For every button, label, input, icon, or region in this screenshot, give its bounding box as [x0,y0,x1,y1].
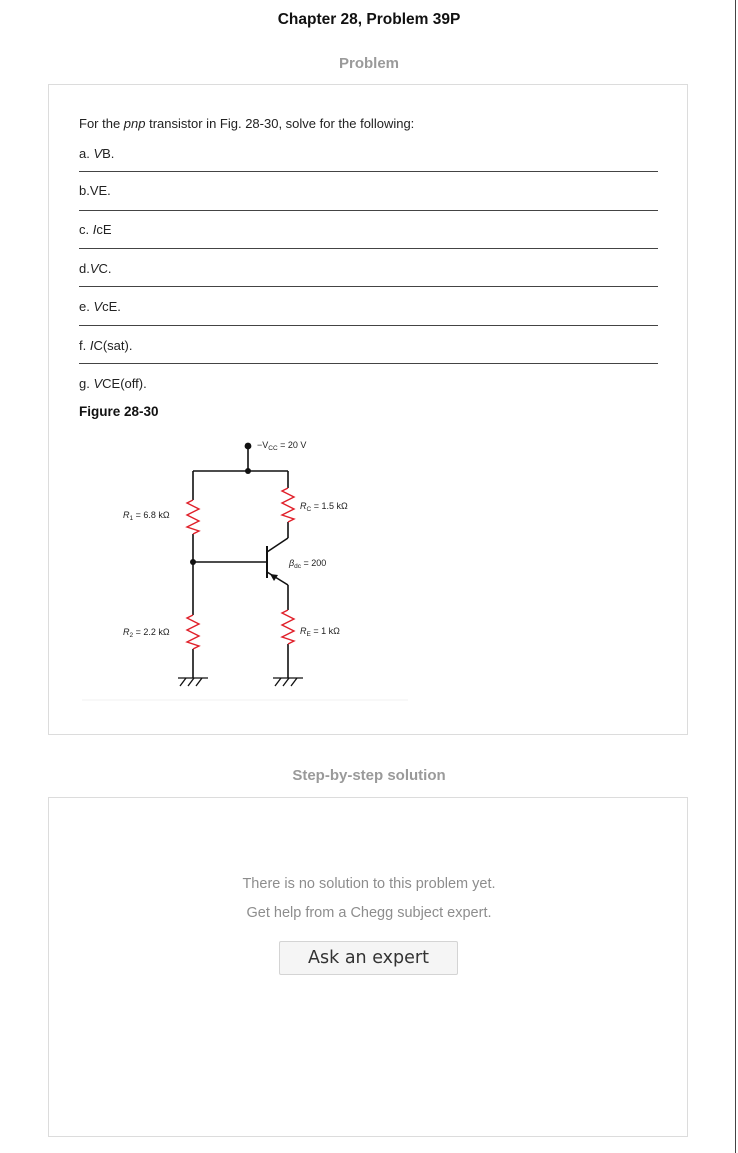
no-solution-message: There is no solution to this problem yet… [242,876,496,892]
question-item-a: a. VB. [79,146,114,161]
item-em: I [92,222,97,237]
answer-line [79,363,658,364]
item-rest: B. [102,146,115,161]
rc-resistor [280,487,296,523]
figure-title: Figure 28-30 [79,404,159,419]
beta-label: βdc = 200 [288,558,326,570]
rc-label: RC = 1.5 kΩ [300,501,348,513]
item-prefix: d. [79,261,90,276]
item-rest: cE. [102,299,121,314]
re-resistor [280,609,296,645]
ask-expert-button[interactable]: Ask an expert [279,941,458,975]
item-em: V [89,261,99,276]
problem-intro-em: pnp [123,116,146,131]
answer-line [79,210,658,211]
page-title: Chapter 28, Problem 39P [277,11,461,28]
r2-label: R2 = 2.2 kΩ [123,627,170,639]
ground-icon [273,677,303,687]
item-rest: C(sat). [93,338,133,353]
problem-panel [48,84,688,735]
question-item-b: b.VE. [79,183,111,198]
expert-help-message: Get help from a Chegg subject expert. [246,905,492,921]
item-rest: VE. [89,183,111,198]
circuit-wires [192,447,289,678]
item-prefix: f. [79,338,90,353]
junction-dot [190,559,196,565]
answer-line [79,286,658,287]
item-em: I [89,338,94,353]
ground-icon [178,677,208,687]
r1-label: R1 = 6.8 kΩ [123,510,170,522]
item-em: V [93,146,103,161]
vcc-label: −VCC = 20 V [257,440,306,452]
item-prefix: a. [79,146,94,161]
re-label: RE = 1 kΩ [300,626,340,638]
r1-resistor [185,499,201,535]
item-prefix: b. [79,183,90,198]
junction-dot [245,468,251,474]
problem-heading: Problem [338,55,399,72]
question-item-e: e. VcE. [79,299,121,314]
solution-heading: Step-by-step solution [292,767,446,784]
circuit-diagram: −VCC = 20 V R1 = 6.8 kΩ R2 = 2.2 kΩ RC =… [82,440,408,701]
item-prefix: e. [79,299,94,314]
answer-line [79,248,658,249]
question-item-g: g. VCE(off). [79,376,147,391]
item-rest: CE(off). [102,376,147,391]
emitter-arrow [270,574,278,581]
item-em: V [93,299,103,314]
problem-statement: For the pnp transistor in Fig. 28-30, so… [79,116,414,131]
problem-intro-after: transistor in Fig. 28-30, solve for the … [145,116,415,131]
item-rest: cE [96,222,112,237]
question-item-d: d.VC. [79,261,112,276]
item-prefix: g. [79,376,94,391]
item-rest: C. [98,261,112,276]
problem-intro-before: For the [79,116,124,131]
r2-resistor [185,614,201,650]
answer-line [79,171,658,172]
question-item-c: c. IcE [79,222,112,237]
item-prefix: c. [79,222,93,237]
question-item-f: f. IC(sat). [79,338,132,353]
answer-line [79,325,658,326]
vcc-terminal [244,442,252,450]
page-right-border [735,0,736,1153]
item-em: V [93,376,103,391]
